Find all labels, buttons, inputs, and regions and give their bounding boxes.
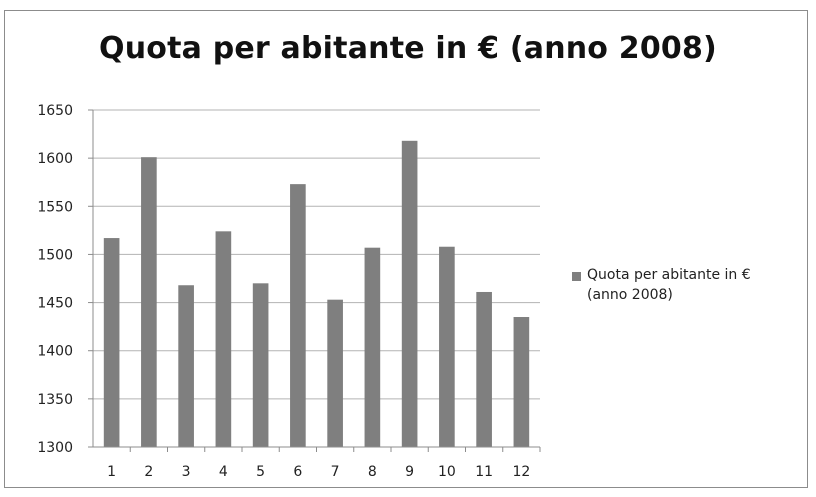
- bar-4: [215, 231, 232, 447]
- bar-10: [439, 246, 455, 447]
- x-tick-label: 2: [144, 464, 153, 480]
- x-tick-label: 8: [368, 464, 377, 480]
- y-tick-label: 1650: [37, 103, 73, 119]
- y-tick-labels: 1300 1350 1400 1450 1500 1550 1600 1650: [37, 103, 73, 456]
- y-tick-label: 1550: [37, 199, 73, 215]
- bar-5: [252, 283, 269, 447]
- bar-12: [513, 317, 530, 447]
- bar-9: [401, 140, 418, 447]
- chart-title: Quota per abitante in € (anno 2008): [99, 31, 717, 66]
- y-tick-label: 1400: [37, 344, 73, 360]
- y-tick-label: 1450: [37, 296, 73, 312]
- axes: [88, 109, 541, 452]
- bar-7: [327, 299, 343, 447]
- x-tick-label: 11: [475, 464, 493, 480]
- bars: [103, 140, 530, 447]
- x-tick-labels: 1 2 3 4 5 6 7 8 9 10 11 12: [107, 464, 530, 480]
- x-tick-label: 4: [219, 464, 228, 480]
- x-tick-label: 1: [107, 464, 116, 480]
- bar-1: [103, 238, 120, 447]
- x-tick-label: 7: [331, 464, 340, 480]
- bar-2: [141, 157, 157, 447]
- x-tick-label: 6: [293, 464, 302, 480]
- x-tick-label: 3: [182, 464, 191, 480]
- legend: Quota per abitante in € (anno 2008): [572, 265, 802, 305]
- x-tick-label: 5: [256, 464, 265, 480]
- y-tick-label: 1300: [37, 440, 73, 456]
- bar-3: [178, 285, 194, 447]
- y-tick-label: 1350: [37, 392, 73, 408]
- legend-swatch: [572, 272, 581, 281]
- bar-6: [290, 184, 306, 447]
- bar-8: [364, 247, 381, 447]
- x-tick-label: 10: [438, 464, 456, 480]
- gridlines: [93, 109, 540, 400]
- legend-label: Quota per abitante in € (anno 2008): [587, 267, 751, 303]
- x-tick-label: 9: [405, 464, 414, 480]
- y-tick-label: 1600: [37, 151, 73, 167]
- bar-11: [476, 291, 492, 447]
- x-tick-label: 12: [512, 464, 530, 480]
- y-tick-label: 1500: [37, 247, 73, 263]
